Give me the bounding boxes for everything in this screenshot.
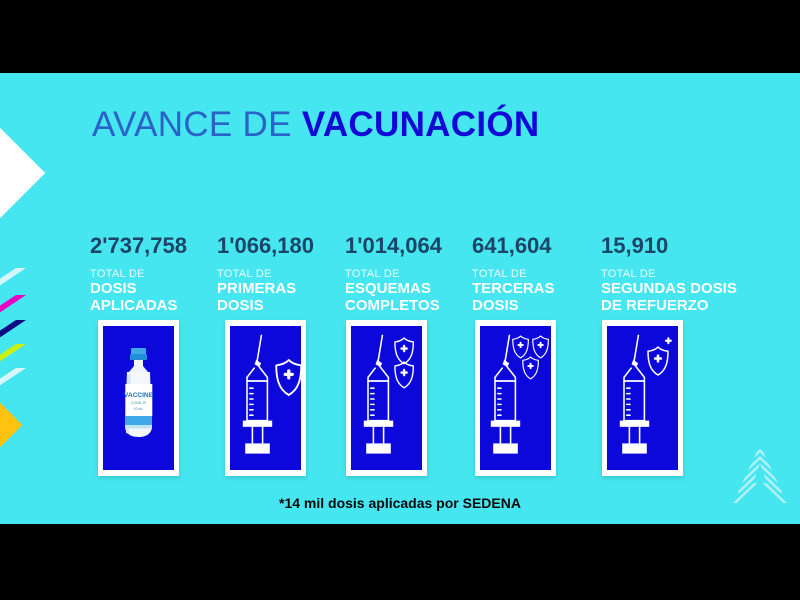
svg-text:10 mL: 10 mL xyxy=(134,407,144,411)
svg-text:COVID-19: COVID-19 xyxy=(131,401,146,405)
svg-text:VACCINE: VACCINE xyxy=(124,392,154,399)
